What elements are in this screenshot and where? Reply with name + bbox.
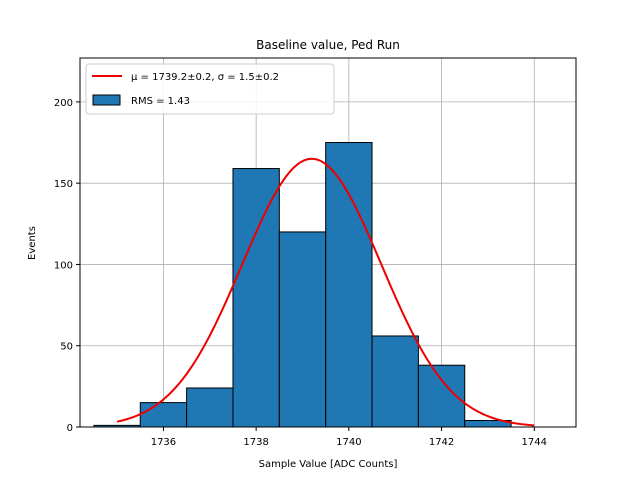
legend-rms-label: RMS = 1.43	[131, 96, 190, 107]
x-tick-label: 1740	[336, 437, 361, 448]
legend-histogram-patch-icon	[92, 94, 121, 106]
histogram-bar	[139, 402, 188, 428]
y-axis-label: Events	[27, 226, 38, 260]
legend-box	[85, 63, 335, 115]
chart-title: Baseline value, Ped Run	[256, 38, 400, 52]
legend-fit-label: μ = 1739.2±0.2, σ = 1.5±0.2	[131, 72, 279, 83]
x-tick-label: 1738	[243, 437, 268, 448]
histogram-bars	[93, 142, 512, 428]
legend: μ = 1739.2±0.2, σ = 1.5±0.2 RMS = 1.43	[85, 63, 335, 115]
x-tick-label: 1736	[151, 437, 176, 448]
plot-frame	[79, 57, 577, 428]
y-tick-label: 0	[67, 423, 73, 434]
histogram-bar	[186, 387, 234, 428]
x-axis-label: Sample Value [ADC Counts]	[259, 459, 398, 470]
y-tick-label: 50	[60, 342, 73, 353]
histogram-bar	[325, 142, 373, 428]
y-axis-ticks: 0 50 100 150 200	[54, 98, 80, 434]
x-tick-label: 1744	[522, 437, 547, 448]
x-tick-label: 1742	[429, 437, 454, 448]
y-tick-label: 150	[54, 179, 73, 190]
histogram-bar	[232, 168, 280, 428]
y-tick-label: 100	[54, 260, 73, 271]
fit-curve-group	[116, 157, 535, 427]
histogram-bar	[278, 231, 327, 428]
gaussian-fit-curve	[116, 157, 535, 427]
x-axis-ticks: 1736 1738 1740 1742 1744	[151, 427, 547, 448]
histogram-bar	[371, 335, 419, 428]
y-tick-label: 200	[54, 98, 73, 109]
